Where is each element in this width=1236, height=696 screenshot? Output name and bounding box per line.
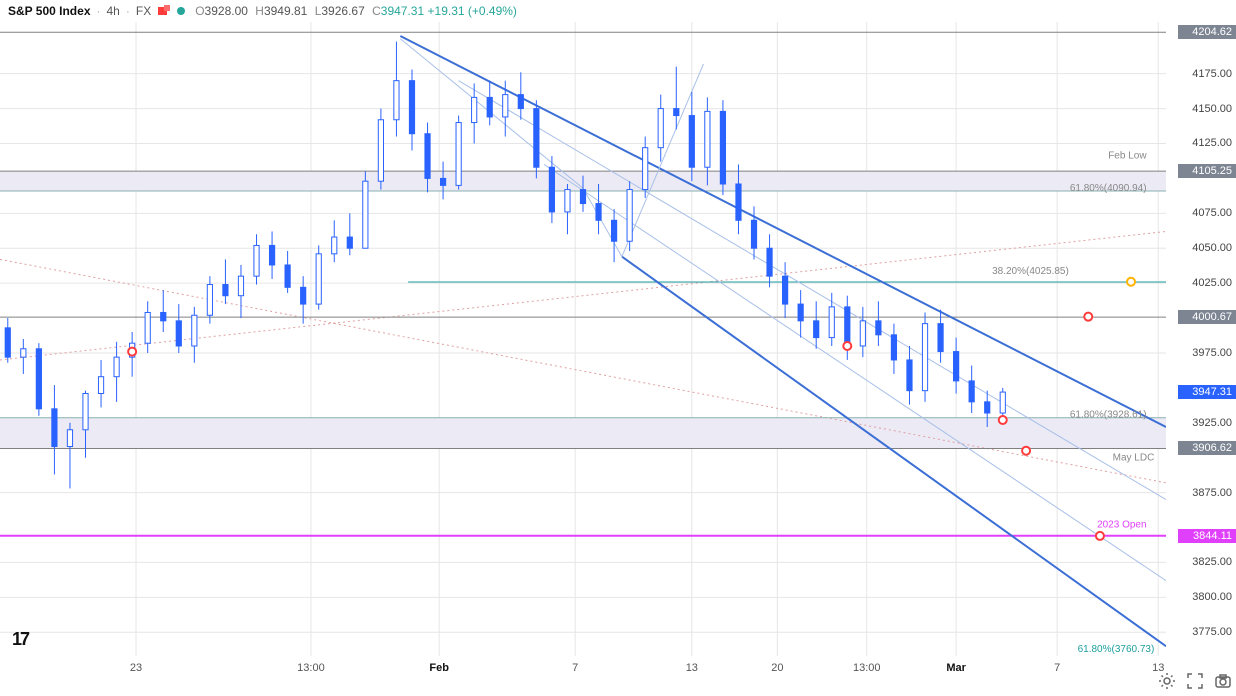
xaxis-tick-label: 23: [130, 662, 142, 674]
yaxis-tick-label: 4125.00: [1192, 137, 1232, 149]
xaxis-tick-label: 7: [572, 662, 578, 674]
price-level-box: 3906.62: [1178, 441, 1236, 455]
yaxis-tick-label: 4175.00: [1192, 68, 1232, 80]
interval-label[interactable]: 4h: [107, 4, 120, 18]
svg-text:38.20%(4025.85): 38.20%(4025.85): [992, 266, 1069, 277]
yaxis-tick-label: 3800.00: [1192, 591, 1232, 603]
yaxis-tick-label: 4050.00: [1192, 242, 1232, 254]
ohlc-readout: O3928.00 H3949.81 L3926.67 C3947.31 +19.…: [191, 4, 517, 18]
yaxis-tick-label: 4075.00: [1192, 207, 1232, 219]
symbol-title[interactable]: S&P 500 Index: [8, 4, 91, 18]
yaxis-tick-label: 3875.00: [1192, 487, 1232, 499]
price-level-box: 4204.62: [1178, 25, 1236, 39]
price-level-box: 4105.25: [1178, 164, 1236, 178]
xaxis-tick-label: 7: [1054, 662, 1060, 674]
yaxis-tick-label: 3825.00: [1192, 556, 1232, 568]
xaxis-tick-label: Feb: [429, 662, 449, 674]
provider-logo-icon: [157, 4, 171, 18]
chart-plot[interactable]: Feb Low 61.80%(4090.94) 38.20%(4025.85) 61.…: [0, 22, 1166, 656]
yaxis-tick-label: 3975.00: [1192, 347, 1232, 359]
yaxis-tick-label: 4025.00: [1192, 277, 1232, 289]
price-axis[interactable]: USD 4175.004150.004125.004075.004050.004…: [1166, 22, 1236, 656]
yaxis-tick-label: 3775.00: [1192, 626, 1232, 638]
fullscreen-icon[interactable]: [1186, 672, 1204, 690]
svg-text:2023 Open: 2023 Open: [1097, 520, 1147, 531]
svg-text:61.80%(3928.61): 61.80%(3928.61): [1070, 410, 1147, 421]
xaxis-tick-label: 13: [686, 662, 698, 674]
market-status-dot-icon: [177, 7, 185, 15]
svg-text:May LDC: May LDC: [1113, 452, 1155, 463]
yaxis-tick-label: 4150.00: [1192, 103, 1232, 115]
svg-text:61.80%(3760.73): 61.80%(3760.73): [1078, 644, 1155, 655]
watermark-logo-icon: 17: [12, 629, 28, 650]
exchange-label: FX: [136, 4, 151, 18]
price-level-box: 3844.11: [1178, 529, 1236, 543]
xaxis-tick-label: 13:00: [297, 662, 325, 674]
price-level-box: 3947.31: [1178, 385, 1236, 399]
xaxis-tick-label: 13:00: [853, 662, 881, 674]
price-level-box: 4000.67: [1178, 310, 1236, 324]
chart-header: S&P 500 Index · 4h · FX O3928.00 H3949.8…: [0, 0, 1236, 22]
svg-text:61.80%(4090.94): 61.80%(4090.94): [1070, 183, 1147, 194]
xaxis-tick-label: 20: [771, 662, 783, 674]
snapshot-icon[interactable]: [1214, 672, 1232, 690]
yaxis-tick-label: 3925.00: [1192, 417, 1232, 429]
svg-text:Feb Low: Feb Low: [1108, 151, 1147, 162]
axis-toolbar: [1158, 672, 1232, 690]
xaxis-tick-label: Mar: [946, 662, 966, 674]
time-axis[interactable]: 2313:00Feb7132013:00Mar713: [0, 656, 1166, 696]
settings-gear-icon[interactable]: [1158, 672, 1176, 690]
